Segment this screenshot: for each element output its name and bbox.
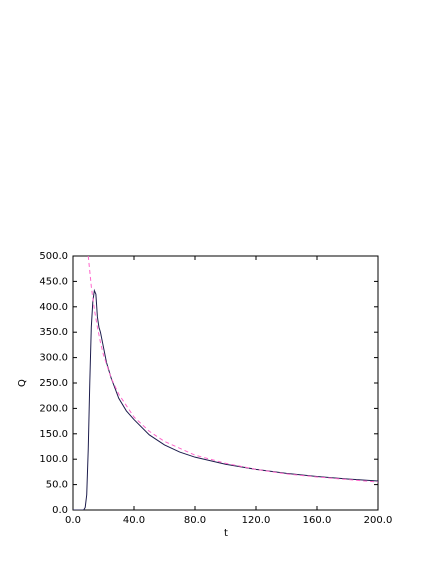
x-tick-label: 80.0 bbox=[184, 515, 206, 526]
y-tick-label: 100.0 bbox=[39, 454, 68, 465]
x-tick-label: 160.0 bbox=[303, 515, 332, 526]
y-tick-label: 150.0 bbox=[39, 429, 68, 440]
x-tick-label: 120.0 bbox=[242, 515, 271, 526]
y-tick-label: 400.0 bbox=[39, 302, 68, 313]
x-tick-label: 0.0 bbox=[65, 515, 81, 526]
plot-frame bbox=[72, 255, 379, 511]
y-tick-label: 500.0 bbox=[39, 251, 68, 262]
y-tick-label: 0.0 bbox=[52, 505, 68, 516]
y-tick-label: 50.0 bbox=[46, 480, 68, 491]
series-line bbox=[73, 288, 378, 510]
y-axis-label: Q bbox=[17, 379, 28, 387]
series-line bbox=[87, 256, 378, 483]
x-tick-label: 200.0 bbox=[364, 515, 393, 526]
y-tick-label: 350.0 bbox=[39, 327, 68, 338]
y-tick-label: 250.0 bbox=[39, 378, 68, 389]
y-tick-label: 300.0 bbox=[39, 353, 68, 364]
x-tick-label: 40.0 bbox=[123, 515, 145, 526]
y-tick-label: 450.0 bbox=[39, 276, 68, 287]
y-tick-label: 200.0 bbox=[39, 403, 68, 414]
x-axis-label: t bbox=[224, 528, 228, 539]
